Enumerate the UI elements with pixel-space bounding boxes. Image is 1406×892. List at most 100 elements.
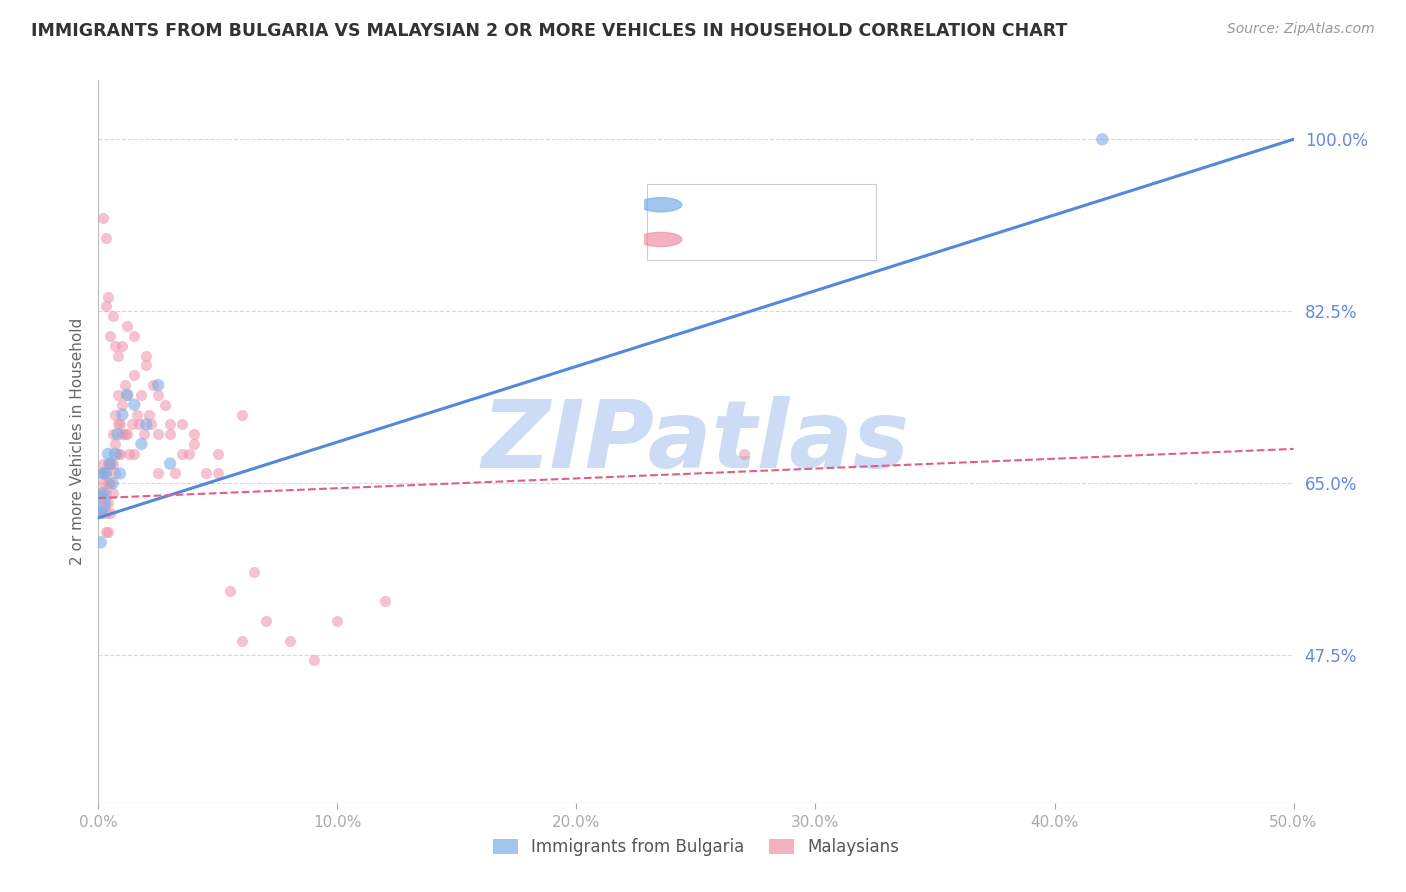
Point: [115, 388, 138, 402]
Point: [254, 614, 277, 628]
Point: [98, 476, 122, 491]
Point: [97, 289, 120, 303]
Point: [89, 496, 111, 510]
Point: [128, 417, 150, 432]
Point: [104, 339, 127, 353]
FancyBboxPatch shape: [647, 184, 876, 260]
Y-axis label: 2 or more Vehicles in Household: 2 or more Vehicles in Household: [69, 318, 84, 566]
Point: [148, 388, 170, 402]
Point: [1091, 132, 1114, 146]
Point: [231, 408, 253, 422]
Point: [124, 398, 146, 412]
Point: [179, 447, 201, 461]
Point: [195, 467, 218, 481]
Point: [108, 417, 131, 432]
Point: [107, 427, 129, 442]
Point: [159, 427, 181, 442]
Point: [90, 535, 112, 549]
Point: [135, 349, 157, 363]
Point: [94, 525, 117, 540]
Point: [97, 496, 120, 510]
Point: [101, 427, 124, 442]
Point: [155, 398, 177, 412]
Text: R = 0.064: R = 0.064: [685, 232, 772, 247]
Point: [111, 427, 134, 442]
Point: [172, 417, 194, 432]
Point: [94, 299, 117, 313]
Point: [108, 467, 131, 481]
Point: [101, 309, 124, 323]
Point: [111, 339, 134, 353]
Point: [101, 457, 124, 471]
Point: [124, 447, 146, 461]
Point: [107, 417, 129, 432]
Point: [97, 447, 120, 461]
Point: [97, 457, 120, 471]
Point: [121, 417, 143, 432]
Point: [142, 378, 165, 392]
Point: [374, 594, 396, 608]
Point: [243, 565, 266, 579]
Point: [207, 467, 229, 481]
Point: [219, 584, 242, 599]
Point: [107, 447, 129, 461]
Point: [159, 417, 181, 432]
Point: [91, 457, 114, 471]
Point: [138, 408, 160, 422]
Circle shape: [640, 198, 682, 211]
Point: [94, 467, 117, 481]
Text: N = 21: N = 21: [785, 197, 845, 212]
Point: [90, 506, 112, 520]
Legend: Immigrants from Bulgaria, Malaysians: Immigrants from Bulgaria, Malaysians: [486, 831, 905, 863]
Point: [94, 230, 117, 244]
Point: [104, 467, 127, 481]
Point: [124, 368, 146, 383]
Point: [111, 408, 134, 422]
Point: [148, 427, 170, 442]
Point: [94, 486, 117, 500]
Point: [98, 457, 122, 471]
Point: [104, 437, 127, 451]
Point: [115, 427, 138, 442]
Circle shape: [640, 232, 682, 246]
Point: [148, 467, 170, 481]
Point: [114, 427, 136, 442]
Point: [94, 467, 117, 481]
Point: [90, 486, 112, 500]
Point: [101, 476, 124, 491]
Point: [326, 614, 349, 628]
Point: [108, 447, 131, 461]
Point: [94, 506, 117, 520]
Point: [172, 447, 194, 461]
Point: [114, 378, 136, 392]
Point: [135, 417, 157, 432]
Point: [183, 437, 205, 451]
Text: Source: ZipAtlas.com: Source: ZipAtlas.com: [1227, 22, 1375, 37]
Point: [159, 457, 181, 471]
Point: [733, 447, 755, 461]
Point: [278, 633, 301, 648]
Point: [125, 408, 148, 422]
Point: [139, 417, 162, 432]
Point: [111, 398, 134, 412]
Point: [104, 447, 127, 461]
Point: [98, 457, 122, 471]
Point: [91, 496, 114, 510]
Text: N = 83: N = 83: [785, 232, 845, 247]
Point: [91, 467, 114, 481]
Point: [207, 447, 229, 461]
Text: ZIPatlas: ZIPatlas: [482, 395, 910, 488]
Point: [115, 319, 138, 334]
Point: [90, 467, 112, 481]
Point: [135, 359, 157, 373]
Point: [97, 525, 120, 540]
Text: IMMIGRANTS FROM BULGARIA VS MALAYSIAN 2 OR MORE VEHICLES IN HOUSEHOLD CORRELATIO: IMMIGRANTS FROM BULGARIA VS MALAYSIAN 2 …: [31, 22, 1067, 40]
Point: [148, 378, 170, 392]
Point: [132, 427, 155, 442]
Point: [183, 427, 205, 442]
Point: [101, 486, 124, 500]
Point: [302, 653, 325, 667]
Point: [131, 437, 153, 451]
Point: [104, 408, 127, 422]
Point: [90, 506, 112, 520]
